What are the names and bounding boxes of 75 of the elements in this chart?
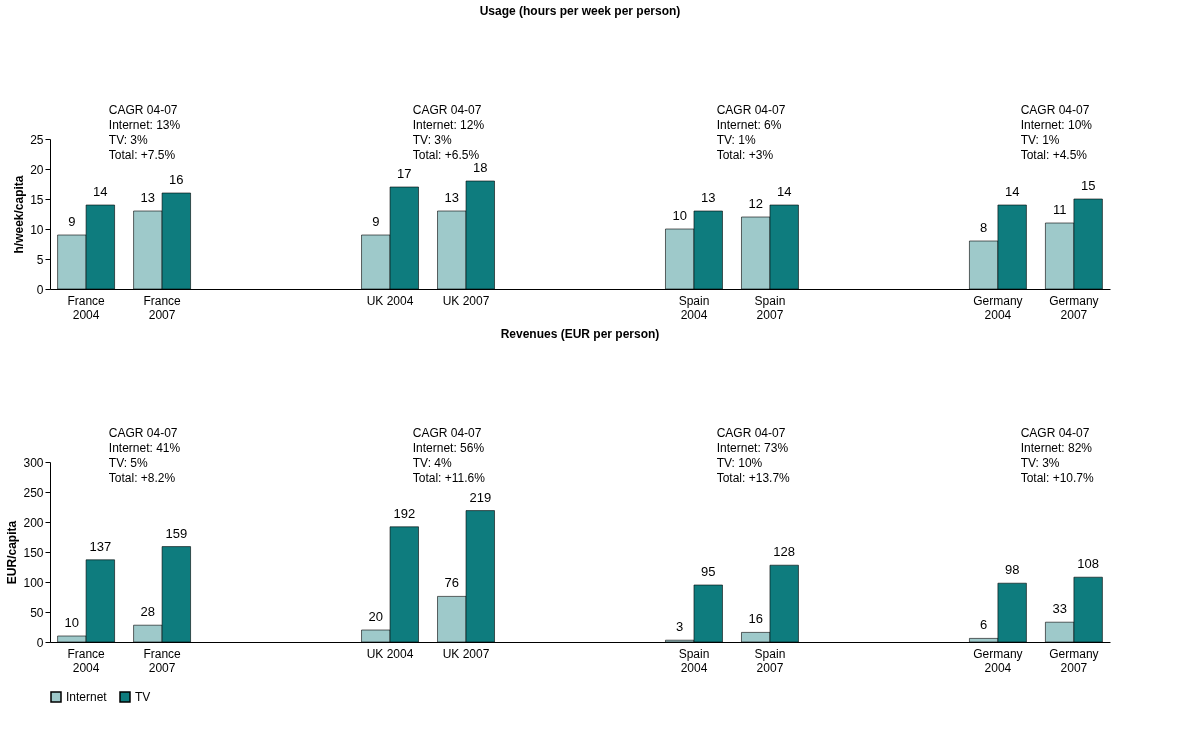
data-label: 128 [773, 544, 796, 560]
x-tick-label: UK 2007 [442, 293, 490, 308]
x-tick-label: France 2007 [143, 293, 182, 322]
data-label: 3 [676, 619, 684, 635]
data-label: 17 [397, 166, 412, 181]
y-tick-label: 100 [23, 575, 44, 590]
x-tick-label: France 2004 [67, 646, 106, 675]
data-label: 12 [748, 196, 763, 211]
data-label: 159 [165, 525, 188, 541]
data-label: 16 [169, 172, 184, 187]
x-tick-label: Spain 2007 [754, 646, 786, 675]
data-label: 14 [93, 184, 108, 199]
y-tick-label: 150 [23, 545, 44, 560]
x-tick-label: Germany 2004 [973, 646, 1023, 675]
data-label: 8 [980, 220, 988, 235]
data-label: 13 [140, 190, 156, 205]
data-label: 192 [393, 505, 416, 521]
data-label: 14 [1004, 184, 1020, 199]
data-label: 98 [1004, 562, 1020, 578]
data-label: 10 [672, 208, 687, 223]
y-tick-label: 20 [30, 162, 44, 177]
y-tick-label: 50 [30, 605, 44, 620]
annotation: CAGR 04-07 Internet: 10% TV: 1% Total: +4.5% [1020, 103, 1093, 162]
x-tick-label: Germany 2007 [1049, 293, 1099, 322]
x-tick-label: Spain 2004 [678, 293, 710, 322]
data-label: 13 [700, 190, 716, 205]
x-tick-label: UK 2004 [366, 293, 414, 308]
annotation: CAGR 04-07 Internet: 56% TV: 4% Total: +11.6% [412, 426, 486, 485]
x-tick-label: Germany 2007 [1049, 646, 1099, 675]
data-label: 108 [1077, 556, 1100, 572]
y-tick-label: 25 [30, 132, 44, 147]
x-tick-label: Spain 2007 [754, 293, 786, 322]
x-tick-label: UK 2007 [442, 646, 490, 661]
y-tick-label: 0 [36, 635, 44, 650]
data-label: 33 [1052, 601, 1067, 617]
legend-label: TV [135, 690, 151, 704]
data-label: 76 [444, 575, 460, 591]
y-tick-label: 250 [23, 485, 44, 500]
chart-title: Usage (hours per week per person) [479, 4, 681, 18]
annotation: CAGR 04-07 Internet: 82% TV: 3% Total: +10.7% [1020, 426, 1095, 485]
data-label: 9 [68, 214, 76, 229]
y-tick-label: 200 [23, 515, 44, 530]
data-label: 219 [469, 489, 492, 505]
data-label: 137 [89, 538, 112, 554]
annotation: CAGR 04-07 Internet: 41% TV: 5% Total: +8.2% [108, 426, 181, 485]
y-tick-label: 0 [36, 282, 44, 297]
data-label: 20 [368, 609, 384, 624]
annotation: CAGR 04-07 Internet: 6% TV: 1% Total: +3% [716, 103, 786, 162]
annotation: CAGR 04-07 Internet: 12% TV: 3% Total: +6.5% [412, 103, 485, 162]
x-tick-label: Spain 2004 [678, 646, 710, 675]
data-label: 10 [64, 615, 80, 630]
annotation: CAGR 04-07 Internet: 73% TV: 10% Total: +13.7% [716, 426, 791, 485]
legend-label: Internet [66, 690, 108, 704]
x-tick-label: UK 2004 [366, 646, 414, 661]
y-tick-label: 10 [30, 222, 44, 237]
x-tick-label: Germany 2004 [973, 293, 1023, 322]
data-label: 14 [776, 184, 792, 199]
x-tick-label: France 2007 [143, 646, 182, 675]
y-tick-label: 15 [30, 192, 44, 207]
data-label: 15 [1080, 178, 1096, 193]
data-label: 9 [372, 214, 380, 229]
y-axis-title: h/week/capita [12, 175, 27, 254]
x-tick-label: France 2004 [67, 293, 106, 322]
data-label: 13 [444, 190, 460, 205]
data-label: 95 [700, 564, 716, 579]
y-tick-label: 300 [23, 455, 44, 470]
y-tick-label: 5 [36, 252, 44, 267]
data-label: 11 [1052, 202, 1067, 217]
data-label: 28 [140, 604, 156, 620]
chart-title: Revenues (EUR per person) [500, 327, 660, 341]
data-label: 6 [980, 617, 988, 633]
data-label: 16 [748, 611, 763, 627]
y-axis-title: EUR/capita [5, 520, 20, 585]
data-label: 18 [473, 160, 488, 175]
annotation: CAGR 04-07 Internet: 13% TV: 3% Total: +7.5% [108, 103, 181, 162]
